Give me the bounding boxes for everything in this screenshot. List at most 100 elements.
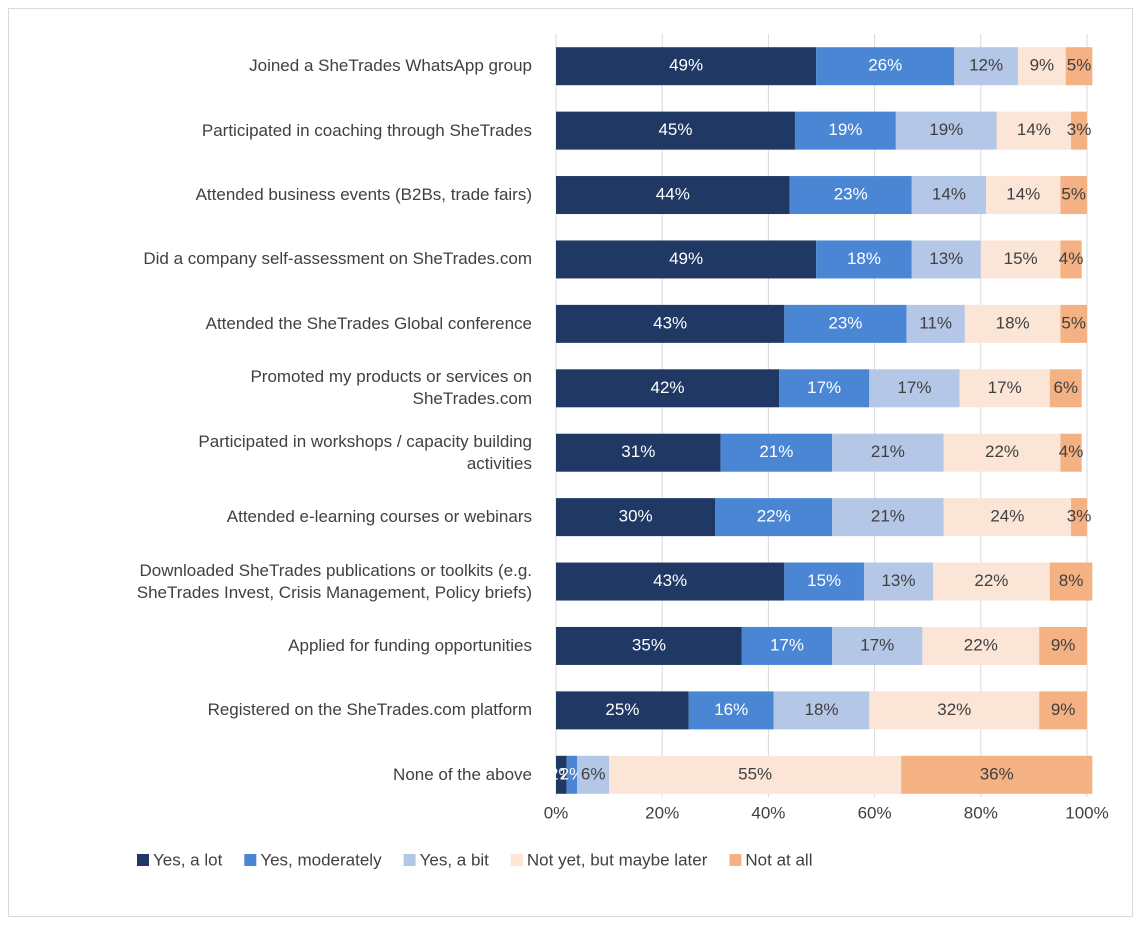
data-label: 23% (828, 313, 862, 332)
data-label: 15% (807, 571, 841, 590)
data-label: 49% (669, 56, 703, 75)
x-tick-label: 40% (751, 803, 785, 822)
bar-segment (959, 369, 1050, 408)
bar-segment (901, 755, 1093, 794)
x-tick-label: 100% (1065, 803, 1108, 822)
data-label: 17% (860, 635, 894, 654)
category-label: Attended e-learning courses or webinars (226, 507, 532, 527)
bar-segment (1060, 304, 1087, 343)
legend-label: Not yet, but maybe later (527, 850, 708, 869)
bar-segment (964, 304, 1061, 343)
data-label: 21% (759, 442, 793, 461)
bar-segment (556, 240, 817, 279)
legend-label: Yes, moderately (260, 850, 382, 869)
data-label: 17% (897, 378, 931, 397)
bar-segment (832, 498, 944, 537)
bar-segment (1039, 691, 1087, 730)
data-label: 22% (757, 507, 791, 526)
bar-segment (741, 626, 833, 665)
bar-segment (922, 626, 1040, 665)
data-label: 3% (1067, 120, 1092, 139)
bar-segment (1060, 240, 1082, 279)
data-label: 24% (990, 507, 1024, 526)
bar-segment (906, 304, 965, 343)
data-label: 18% (847, 249, 881, 268)
category-label: Registered on the SheTrades.com platform (207, 700, 532, 720)
data-label: 16% (714, 700, 748, 719)
bar-segment (773, 691, 870, 730)
data-label: 43% (653, 571, 687, 590)
data-label: 4% (1059, 442, 1084, 461)
bar-segment (1065, 47, 1093, 86)
bar-segment (789, 176, 912, 215)
bar-segment (577, 755, 610, 794)
data-label: 35% (632, 635, 666, 654)
data-label: 22% (985, 442, 1019, 461)
data-label: 25% (605, 700, 639, 719)
data-label: 6% (581, 764, 606, 783)
legend-swatch (729, 854, 742, 866)
bar-segment (832, 433, 944, 472)
bar-segment (832, 626, 923, 665)
bar-segment (1060, 433, 1082, 472)
data-label: 32% (937, 700, 971, 719)
data-label: 9% (1051, 700, 1076, 719)
bar-segment (556, 369, 780, 408)
bar-segment (1017, 47, 1066, 86)
x-tick-label: 0% (544, 803, 569, 822)
data-label: 45% (658, 120, 692, 139)
data-label: 17% (988, 378, 1022, 397)
bar-segment (986, 176, 1061, 215)
bar-segment (556, 433, 721, 472)
data-label: 5% (1061, 313, 1086, 332)
bar-segment (556, 304, 785, 343)
bar-segment (1039, 626, 1087, 665)
bar-segment (933, 562, 1050, 601)
data-label: 17% (770, 635, 804, 654)
category-label: Did a company self-assessment on SheTrad… (143, 249, 532, 269)
bar-segment (779, 369, 870, 408)
bar-segment (1049, 562, 1093, 601)
legend-swatch (510, 854, 523, 866)
data-label: 15% (1004, 249, 1038, 268)
bar-segment (954, 47, 1018, 86)
bar-segment (816, 47, 955, 86)
bar-segment (816, 240, 912, 279)
data-label: 12% (969, 56, 1003, 75)
bar-segment (895, 111, 997, 150)
bar-segment (566, 755, 578, 794)
data-label: 13% (929, 249, 963, 268)
data-label: 22% (964, 635, 998, 654)
bar-segment (720, 433, 833, 472)
bar-segment (556, 626, 742, 665)
data-label: 23% (834, 185, 868, 204)
bar-segment (996, 111, 1072, 150)
legend-label: Not at all (745, 850, 812, 869)
bar-segment (863, 562, 934, 601)
bar-segment (556, 755, 567, 794)
bar-segment (869, 369, 960, 408)
data-label: 17% (807, 378, 841, 397)
bar-segment (784, 562, 864, 601)
bar-segment (556, 562, 785, 601)
category-label: Downloaded SheTrades publications or too… (136, 560, 532, 602)
data-label: 9% (1051, 635, 1076, 654)
data-label: 42% (650, 378, 684, 397)
bar-segment (784, 304, 907, 343)
data-label: 13% (881, 571, 915, 590)
legend-label: Yes, a lot (153, 850, 223, 869)
category-label: None of the above (393, 764, 532, 784)
data-label: 18% (804, 700, 838, 719)
category-label: Participated in coaching through SheTrad… (201, 120, 532, 140)
data-label: 8% (1059, 571, 1084, 590)
bar-segment (715, 498, 833, 537)
data-label: 18% (996, 313, 1030, 332)
data-label: 14% (1006, 185, 1040, 204)
data-label: 9% (1030, 56, 1055, 75)
bar-segment (556, 47, 817, 86)
bar-segment (1071, 111, 1087, 150)
bar-segment (556, 111, 795, 150)
x-tick-label: 60% (858, 803, 892, 822)
legend-label: Yes, a bit (420, 850, 490, 869)
